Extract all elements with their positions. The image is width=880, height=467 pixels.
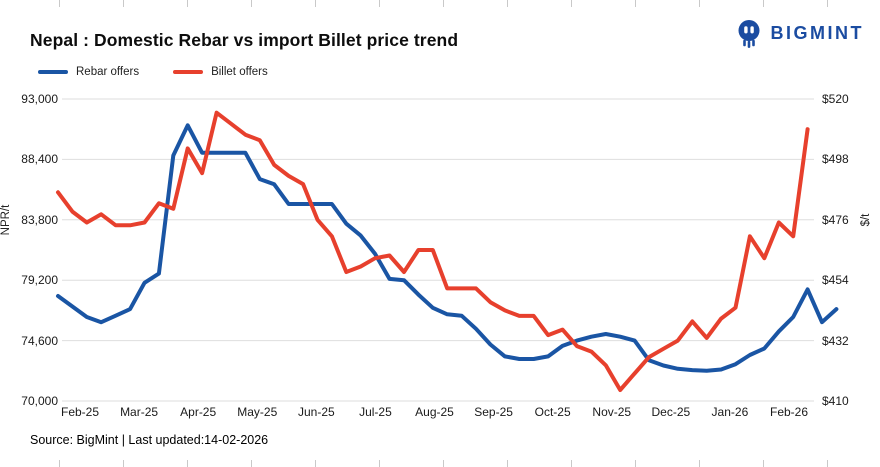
right-axis-tick-label: $410 <box>822 394 849 408</box>
right-axis-tick-label: $454 <box>822 273 849 288</box>
edge-tick <box>251 460 252 467</box>
edge-tick <box>379 460 380 467</box>
brand-name: BIGMINT <box>770 22 864 43</box>
edge-tick <box>315 460 316 467</box>
left-axis-tick-label: 88,400 <box>21 152 58 167</box>
edge-tick <box>699 0 700 7</box>
chart-legend: Rebar offers Billet offers <box>38 66 268 78</box>
bigmint-mint-icon <box>738 20 759 48</box>
x-axis-tick-label: Jun-25 <box>297 405 335 419</box>
x-axis-tick-label: Dec-25 <box>651 405 691 419</box>
bottom-edge-tick-row <box>0 460 880 467</box>
right-axis-tick-label: $520 <box>822 92 849 106</box>
x-axis-tick-label: Feb-26 <box>769 405 809 419</box>
edge-tick <box>379 0 380 7</box>
legend-label-billet: Billet offers <box>211 66 268 78</box>
x-axis-tick-label: Apr-25 <box>180 405 217 419</box>
x-axis-tick-label: Aug-25 <box>415 405 454 419</box>
edge-tick <box>507 0 508 7</box>
source-note: Source: BigMint | Last updated:14-02-202… <box>30 433 269 447</box>
left-axis-tick-label: 83,800 <box>21 212 58 227</box>
edge-tick <box>571 0 572 7</box>
right-axis-title: $/t <box>860 213 872 227</box>
rebar-line <box>56 123 839 373</box>
legend-item-rebar: Rebar offers <box>38 66 139 78</box>
edge-tick <box>827 460 828 467</box>
edge-tick <box>699 460 700 467</box>
edge-tick <box>187 0 188 7</box>
edge-tick <box>443 460 444 467</box>
edge-tick <box>635 460 636 467</box>
edge-tick <box>507 460 508 467</box>
x-axis-tick-label: May-25 <box>237 405 278 419</box>
edge-tick <box>827 0 828 7</box>
left-axis-tick-label: 79,200 <box>21 273 58 288</box>
page-title: Nepal : Domestic Rebar vs import Billet … <box>30 30 459 50</box>
bigmint-logo: BIGMINT <box>734 16 865 50</box>
rebar-line-swatch <box>38 70 68 74</box>
edge-tick <box>187 460 188 467</box>
left-axis-tick-label: 93,000 <box>21 92 58 106</box>
right-axis-tick-label: $498 <box>822 152 849 167</box>
x-axis-tick-label: Oct-25 <box>534 405 571 419</box>
legend-label-rebar: Rebar offers <box>76 66 140 78</box>
edge-tick <box>59 460 60 467</box>
left-axis-tick-label: 70,000 <box>21 394 58 408</box>
edge-tick <box>251 0 252 7</box>
x-axis-tick-label: Feb-25 <box>60 405 100 419</box>
legend-item-billet: Billet offers <box>173 66 268 78</box>
left-axis-tick-label: 74,600 <box>21 333 58 348</box>
x-axis-tick-label: Sep-25 <box>474 405 513 419</box>
edge-tick <box>123 460 124 467</box>
edge-tick <box>571 460 572 467</box>
top-edge-tick-row <box>0 0 880 7</box>
right-axis-tick-label: $476 <box>822 212 849 227</box>
edge-tick <box>763 0 764 7</box>
edge-tick <box>315 0 316 7</box>
edge-tick <box>763 460 764 467</box>
edge-tick <box>443 0 444 7</box>
x-axis-tick-label: Mar-25 <box>120 405 159 419</box>
x-axis-tick-label: Jan-26 <box>711 405 749 419</box>
x-axis-tick-label: Jul-25 <box>359 405 392 419</box>
billet-line <box>56 110 810 392</box>
x-axis-tick-label: Nov-25 <box>592 405 632 419</box>
billet-line-swatch <box>173 70 204 74</box>
edge-tick <box>123 0 124 7</box>
right-axis-tick-label: $432 <box>822 333 849 348</box>
edge-tick <box>635 0 636 7</box>
edge-tick <box>59 0 60 7</box>
